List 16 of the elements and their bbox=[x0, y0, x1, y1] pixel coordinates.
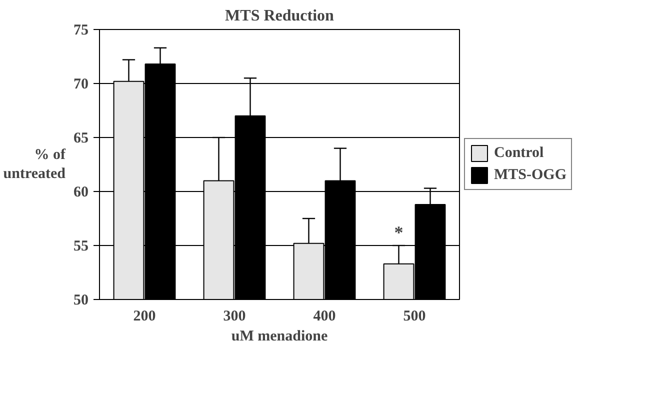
y-tick-label: 50 bbox=[74, 292, 88, 308]
y-tick-label: 60 bbox=[74, 184, 88, 200]
y-tick-label: 75 bbox=[74, 22, 88, 38]
x-axis-title: uM menadione bbox=[231, 328, 328, 344]
y-axis-title: % of untreated bbox=[3, 146, 67, 182]
y-tick-label: 70 bbox=[74, 76, 88, 92]
x-tick-label: 200 bbox=[133, 308, 156, 324]
y-tick-label: 55 bbox=[74, 238, 88, 254]
x-tick-label: 500 bbox=[403, 308, 426, 324]
annotation: * bbox=[394, 222, 404, 242]
chart-title: MTS Reduction bbox=[225, 8, 334, 24]
y-tick-label: 65 bbox=[74, 130, 88, 146]
x-tick-label: 300 bbox=[223, 308, 246, 324]
legend-label: Control bbox=[494, 144, 544, 162]
x-tick-label: 400 bbox=[313, 308, 336, 324]
legend-label: MTS-OGG bbox=[494, 166, 567, 184]
